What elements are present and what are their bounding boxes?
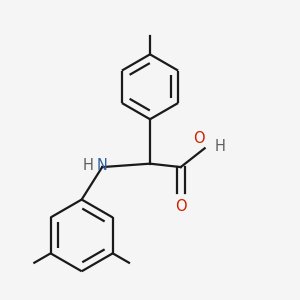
Text: N: N <box>97 158 108 173</box>
Text: H: H <box>83 158 94 173</box>
Text: H: H <box>214 139 226 154</box>
Text: O: O <box>175 199 187 214</box>
Text: O: O <box>193 130 205 146</box>
